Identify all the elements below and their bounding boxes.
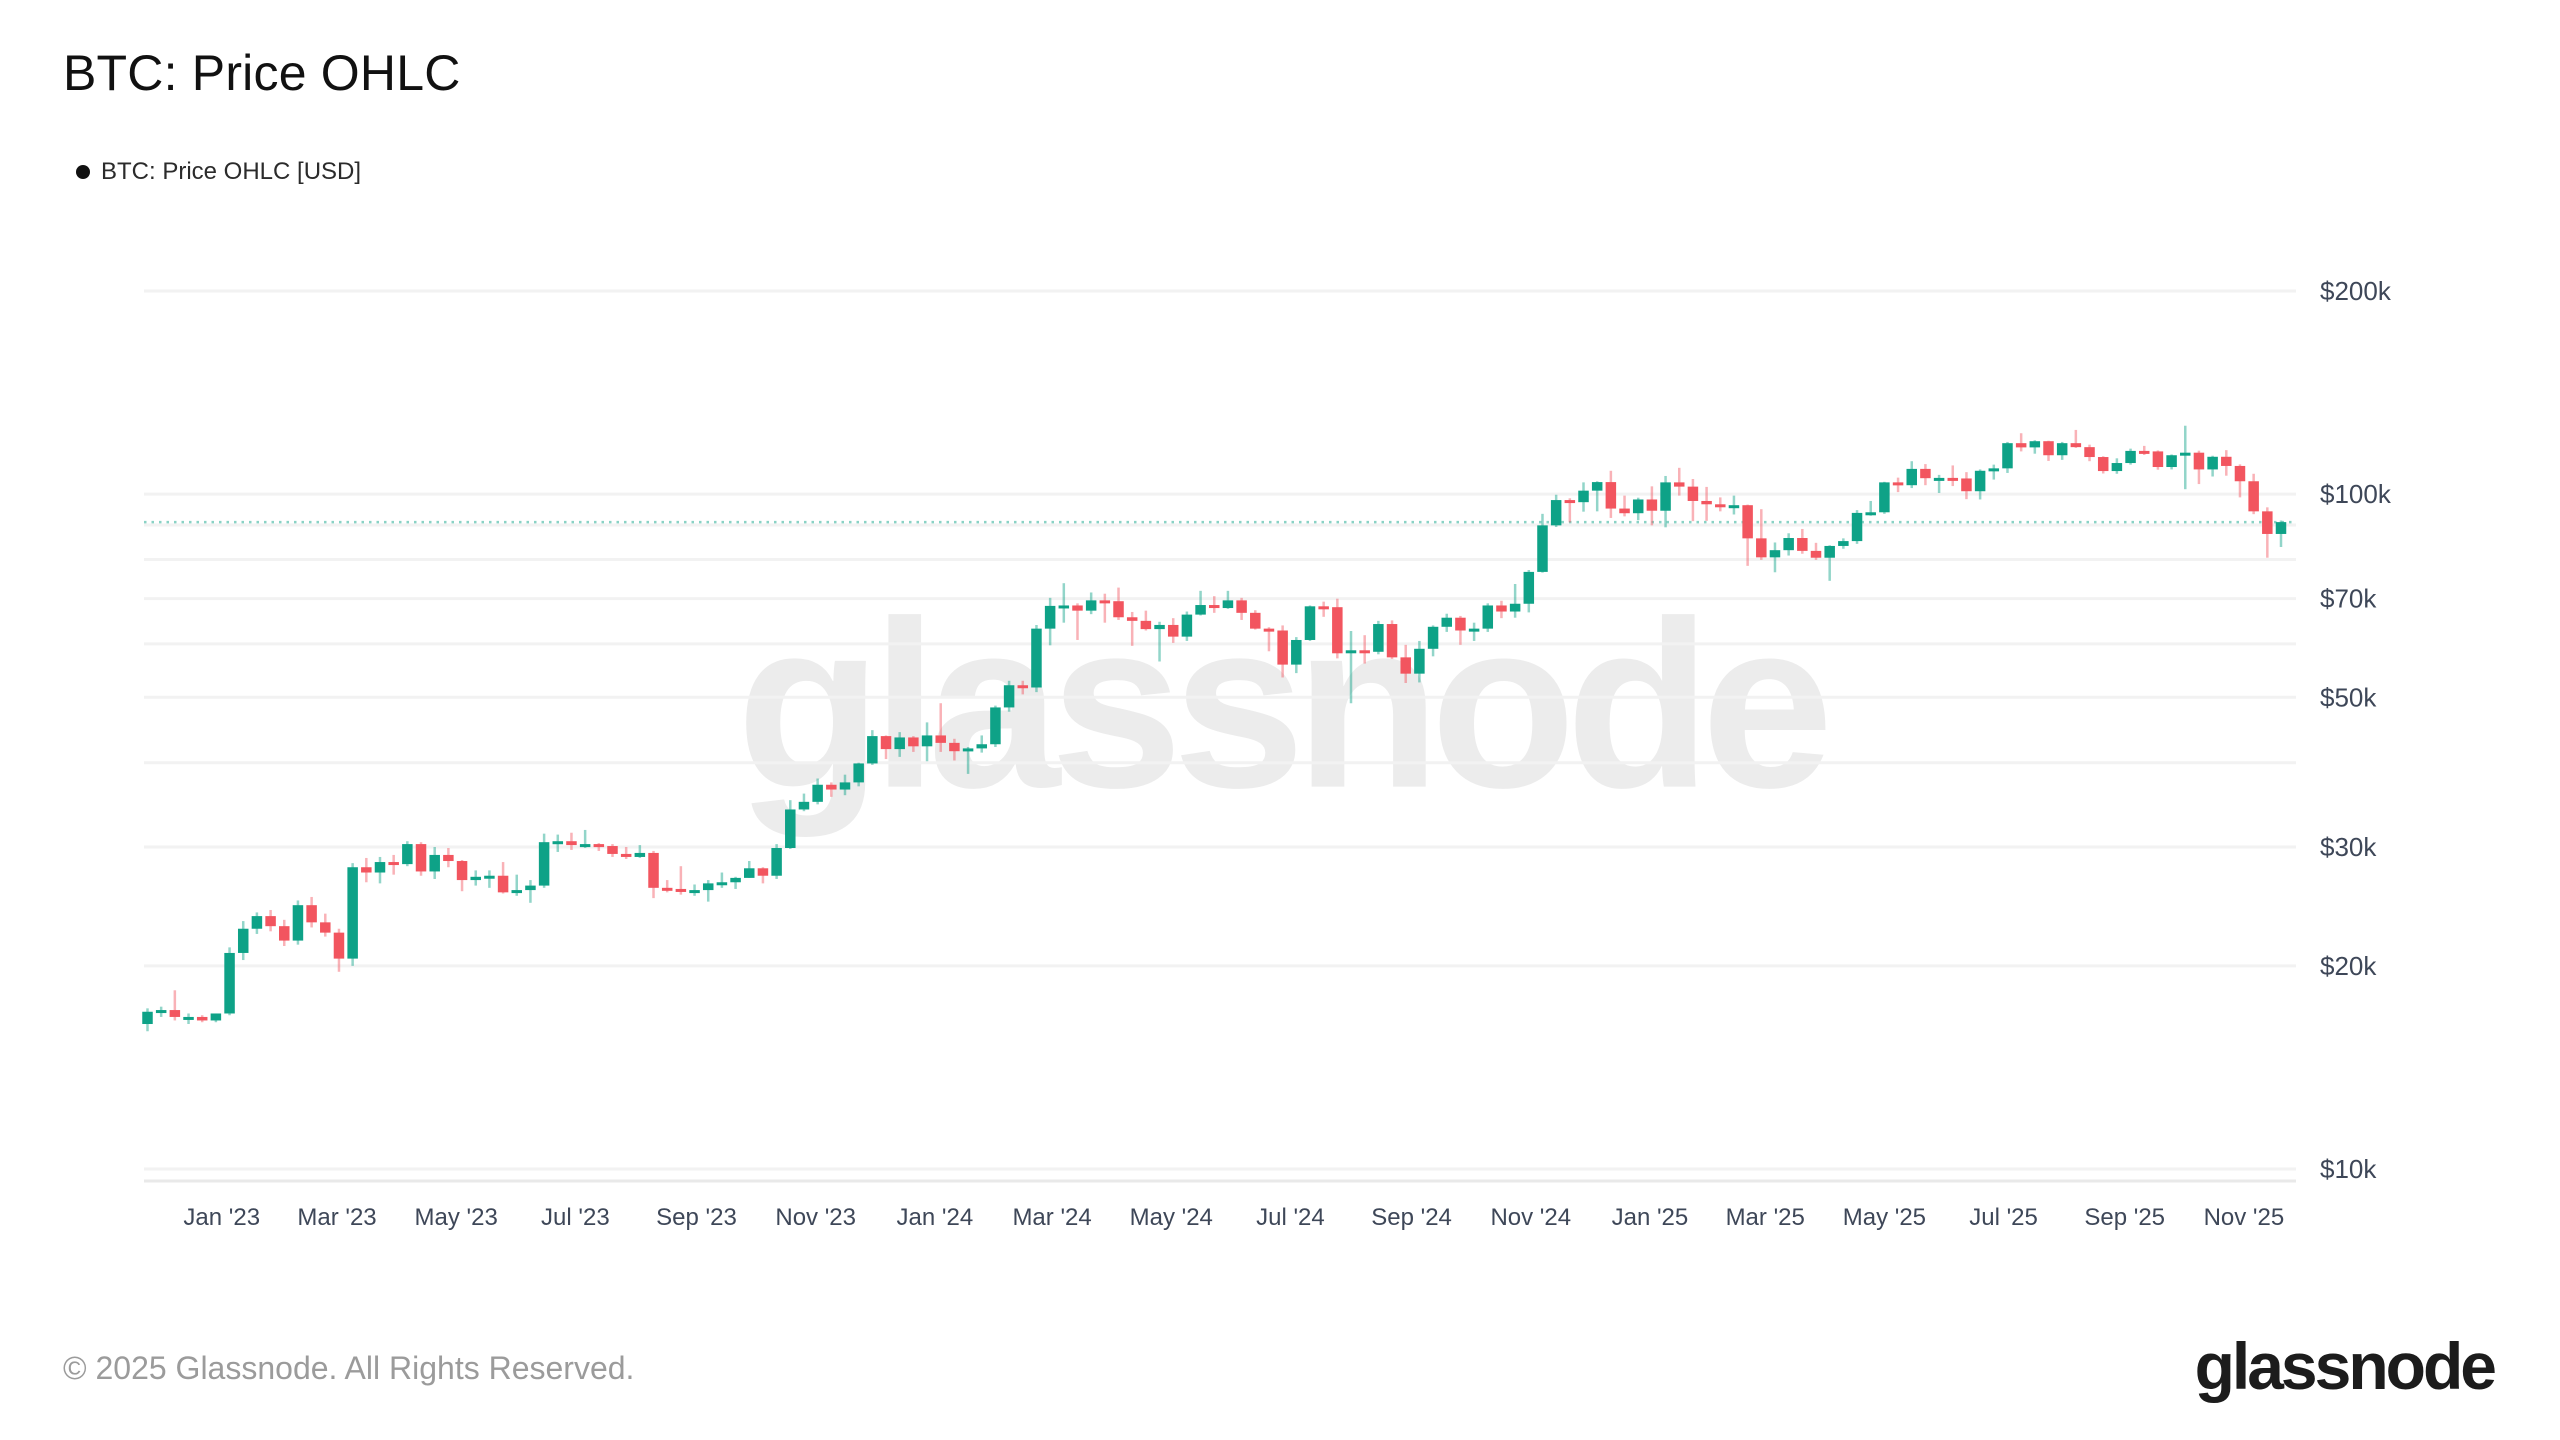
- legend-marker-icon: [76, 165, 90, 179]
- svg-text:Jan '25: Jan '25: [1612, 1204, 1689, 1231]
- svg-text:Sep '25: Sep '25: [2084, 1204, 2165, 1231]
- svg-text:Nov '23: Nov '23: [775, 1204, 856, 1231]
- svg-text:Nov '24: Nov '24: [1490, 1204, 1571, 1231]
- svg-text:Mar '23: Mar '23: [297, 1204, 376, 1231]
- svg-text:$30k: $30k: [2320, 832, 2377, 862]
- svg-text:May '23: May '23: [415, 1204, 498, 1231]
- page-title: BTC: Price OHLC: [63, 45, 461, 101]
- svg-text:$70k: $70k: [2320, 584, 2377, 614]
- glassnode-logo: glassnode: [2194, 1329, 2497, 1403]
- svg-text:$10k: $10k: [2320, 1154, 2377, 1184]
- svg-text:$50k: $50k: [2320, 682, 2377, 712]
- svg-text:$100k: $100k: [2320, 479, 2392, 509]
- svg-text:Mar '25: Mar '25: [1726, 1204, 1805, 1231]
- svg-text:Jul '25: Jul '25: [1969, 1204, 2038, 1231]
- svg-text:Sep '23: Sep '23: [656, 1204, 737, 1231]
- svg-text:Sep '24: Sep '24: [1371, 1204, 1452, 1231]
- copyright-text: © 2025 Glassnode. All Rights Reserved.: [63, 1350, 635, 1386]
- svg-text:Mar '24: Mar '24: [1012, 1204, 1091, 1231]
- svg-text:Jan '23: Jan '23: [183, 1204, 260, 1231]
- svg-text:Jul '23: Jul '23: [541, 1204, 610, 1231]
- svg-text:Jul '24: Jul '24: [1256, 1204, 1325, 1231]
- svg-text:Nov '25: Nov '25: [2204, 1204, 2285, 1231]
- svg-text:$200k: $200k: [2320, 276, 2392, 306]
- glassnode-watermark: glassnode: [736, 572, 1833, 838]
- legend-label: BTC: Price OHLC [USD]: [101, 158, 362, 185]
- svg-text:Jan '24: Jan '24: [897, 1204, 974, 1231]
- svg-text:May '24: May '24: [1130, 1204, 1213, 1231]
- svg-text:May '25: May '25: [1843, 1204, 1926, 1231]
- svg-text:$20k: $20k: [2320, 951, 2377, 981]
- legend[interactable]: BTC: Price OHLC [USD]: [76, 158, 361, 186]
